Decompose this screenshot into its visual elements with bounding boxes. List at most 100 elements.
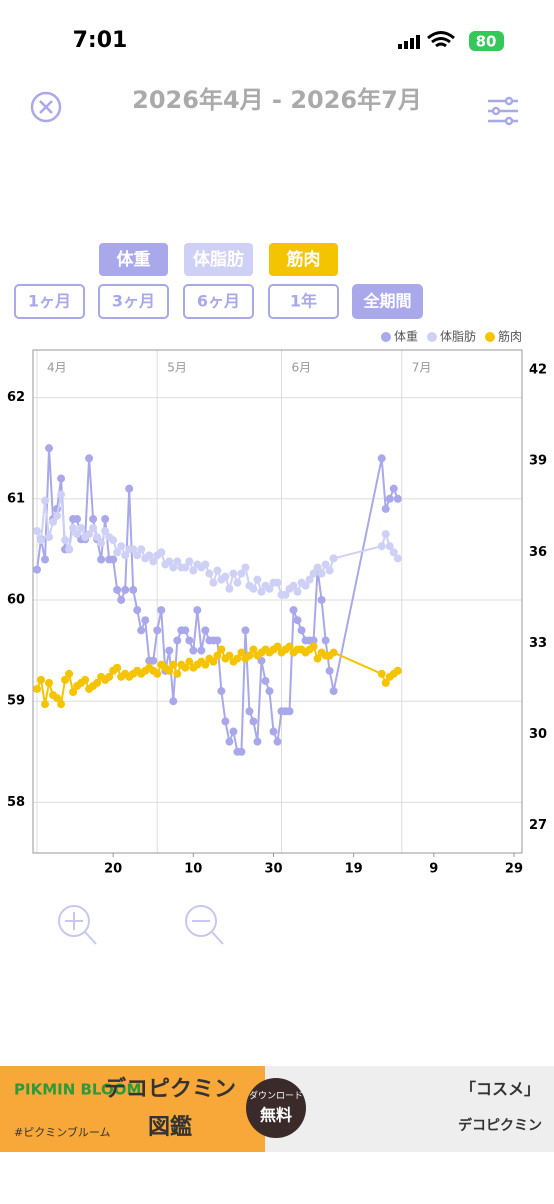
filter-button[interactable] — [488, 96, 518, 126]
series-toggle[interactable] — [269, 243, 338, 276]
y2-tick-label: 27 — [529, 818, 547, 833]
data-point — [317, 595, 326, 604]
data-point — [33, 527, 42, 536]
data-point — [181, 626, 190, 635]
data-point — [129, 545, 138, 554]
legend-marker — [484, 332, 495, 342]
data-point — [249, 645, 258, 654]
data-point — [157, 606, 166, 615]
data-point — [245, 651, 254, 660]
data-point — [281, 590, 290, 599]
data-point — [265, 584, 274, 593]
data-point — [133, 551, 142, 560]
data-point — [53, 694, 62, 703]
data-point — [69, 523, 78, 532]
data-point — [105, 672, 114, 681]
zoom-in[interactable] — [58, 905, 97, 945]
x-tick-label: 30 — [264, 862, 282, 877]
data-point — [121, 585, 130, 594]
series-toggle-label: 体重 — [117, 249, 151, 270]
ad-brand: PIKMIN BLOOM — [14, 1081, 141, 1099]
data-point — [149, 656, 158, 665]
data-point — [41, 496, 50, 505]
data-point — [237, 648, 246, 657]
data-point — [49, 517, 58, 526]
data-point — [237, 747, 246, 756]
data-point — [185, 636, 194, 645]
series-toggle[interactable] — [184, 243, 253, 276]
range-button[interactable] — [98, 284, 169, 319]
data-point — [285, 707, 294, 716]
ad-left — [0, 1066, 265, 1152]
data-point — [225, 584, 234, 593]
data-point — [73, 515, 82, 524]
data-point — [329, 648, 338, 657]
data-point — [69, 688, 78, 697]
data-point — [213, 566, 222, 575]
data-point — [77, 523, 86, 532]
data-point — [381, 530, 390, 539]
range-label: 1年 — [290, 292, 317, 311]
data-point — [181, 563, 190, 572]
header-title: 2026年4月 - 2026年7月 — [132, 86, 422, 114]
data-point — [249, 584, 258, 593]
battery — [469, 31, 504, 51]
data-point — [181, 663, 190, 672]
data-point — [81, 675, 90, 684]
data-point — [37, 675, 46, 684]
data-point — [33, 565, 42, 574]
data-point — [241, 626, 250, 635]
zoom-out[interactable] — [185, 905, 224, 945]
range-button[interactable] — [183, 284, 254, 319]
wifi — [427, 31, 455, 48]
data-point — [329, 687, 338, 696]
range-button[interactable] — [14, 284, 85, 319]
data-point — [225, 737, 234, 746]
range-button[interactable] — [352, 284, 423, 319]
status-time: 7:01 — [73, 28, 128, 53]
data-point — [133, 606, 142, 615]
y2-tick-label: 30 — [529, 727, 547, 742]
data-point — [221, 717, 230, 726]
signal — [398, 35, 420, 49]
data-point — [249, 717, 258, 726]
data-point — [205, 569, 214, 578]
data-point — [61, 536, 70, 545]
range-label: 6ヶ月 — [197, 292, 240, 311]
data-point — [209, 578, 218, 587]
legend-marker — [426, 332, 437, 342]
month-label: 6月 — [292, 361, 312, 375]
battery-level: 80 — [476, 33, 497, 51]
data-point — [241, 563, 250, 572]
ad-badge — [246, 1078, 306, 1138]
data-point — [217, 687, 226, 696]
legend-label: 体重 — [394, 330, 418, 344]
range-button[interactable] — [268, 284, 339, 319]
data-point — [65, 545, 74, 554]
legend-label: 筋肉 — [498, 329, 522, 344]
ad-title: デコピクミン — [104, 1076, 236, 1102]
data-point — [165, 557, 174, 566]
data-point — [381, 678, 390, 687]
series-toggle[interactable] — [99, 243, 168, 276]
y2-tick-label: 39 — [529, 454, 547, 469]
data-point — [41, 555, 50, 564]
data-point — [173, 636, 182, 645]
y-tick-label: 62 — [7, 390, 25, 405]
data-point — [305, 575, 314, 584]
data-point — [193, 606, 202, 615]
data-point — [89, 523, 98, 532]
y-tick-label: 61 — [7, 491, 25, 506]
close-button[interactable] — [30, 91, 62, 123]
data-point — [189, 566, 198, 575]
range-label: 1ヶ月 — [28, 292, 71, 311]
data-point — [273, 737, 282, 746]
data-point — [65, 669, 74, 678]
data-point — [125, 484, 134, 493]
data-point — [93, 678, 102, 687]
data-point — [213, 636, 222, 645]
data-point — [57, 490, 66, 499]
data-point — [113, 548, 122, 557]
